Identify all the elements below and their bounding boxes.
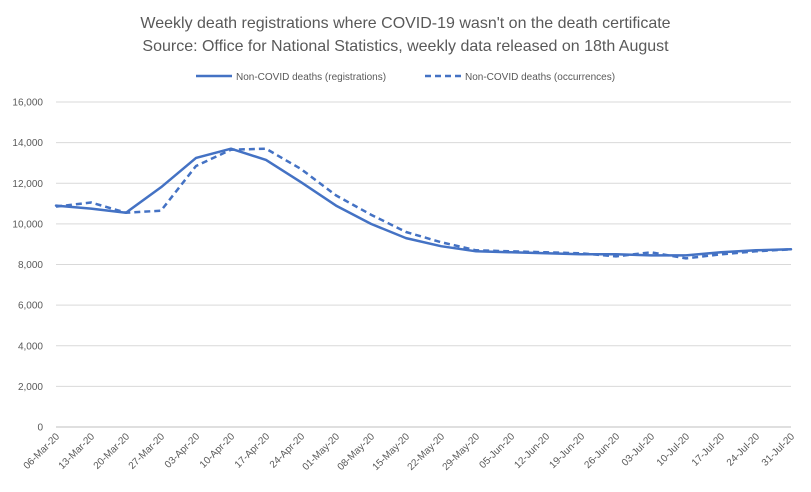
y-tick-label: 12,000 — [12, 179, 43, 190]
y-tick-label: 8,000 — [18, 260, 43, 271]
y-tick-label: 4,000 — [18, 341, 43, 352]
y-tick-label: 0 — [37, 423, 43, 434]
legend: Non-COVID deaths (registrations) Non-COV… — [196, 72, 615, 83]
chart-subtitle: Source: Office for National Statistics, … — [142, 38, 669, 55]
gridlines — [56, 101, 791, 428]
y-tick-label: 16,000 — [12, 98, 43, 109]
legend-label-registrations: Non-COVID deaths (registrations) — [236, 72, 386, 83]
y-tick-label: 6,000 — [18, 301, 43, 312]
series-line-occurrences — [55, 147, 792, 260]
y-axis-ticks: 0 2,000 4,000 6,000 8,000 10,000 12,000 14,000 1… — [12, 98, 43, 434]
series-line-registrations — [54, 147, 793, 257]
y-tick-label: 10,000 — [12, 219, 43, 230]
y-tick-label: 2,000 — [18, 382, 43, 393]
y-tick-label: 14,000 — [12, 138, 43, 149]
series-lines — [54, 147, 793, 260]
chart-title: Weekly death registrations where COVID-1… — [140, 15, 670, 32]
legend-label-occurrences: Non-COVID deaths (occurrences) — [465, 72, 615, 83]
